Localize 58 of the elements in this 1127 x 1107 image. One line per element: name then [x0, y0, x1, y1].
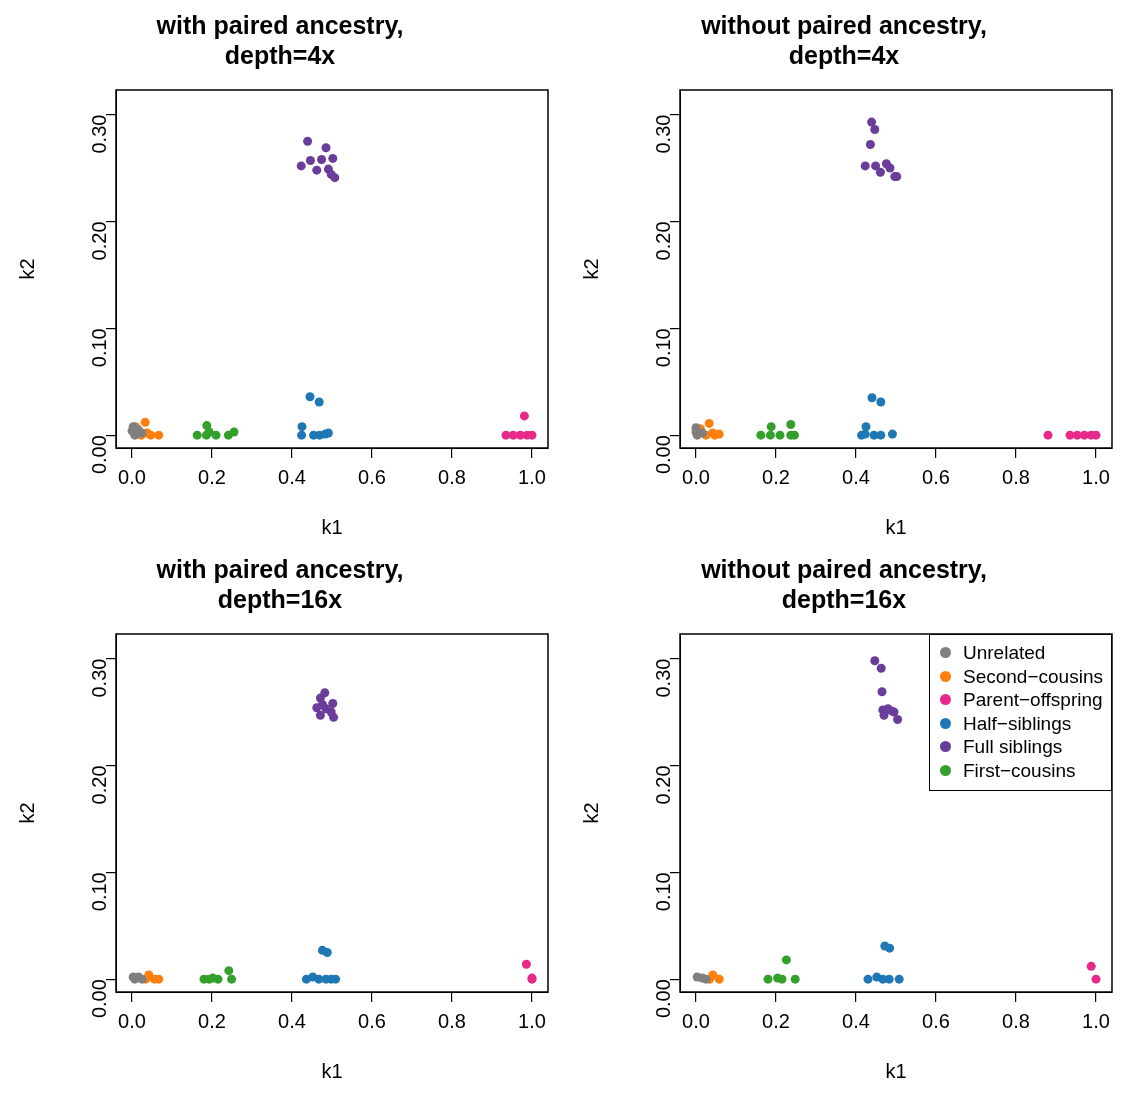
- y-tick-label: 0.30: [87, 114, 110, 154]
- legend-label: Unrelated: [963, 641, 1046, 665]
- legend-label: Second−cousins: [963, 664, 1103, 688]
- x-tick-label: 0.2: [762, 465, 790, 488]
- y-axis-title: k2: [579, 258, 602, 280]
- y-axis-title: k2: [15, 258, 38, 280]
- legend-label: First−cousins: [963, 758, 1076, 782]
- x-tick-label: 0.8: [438, 1009, 466, 1032]
- x-tick-label: 0.0: [682, 465, 710, 488]
- x-tick-label: 0.4: [278, 465, 306, 488]
- legend-label: Full siblings: [963, 735, 1063, 759]
- y-tick-label: 0.00: [87, 435, 110, 475]
- y-tick-label: 0.00: [87, 979, 110, 1019]
- y-tick-label: 0.10: [651, 872, 674, 912]
- x-axis-title: k1: [885, 1059, 907, 1082]
- chart-title: without paired ancestry, depth=16x: [700, 554, 987, 613]
- y-tick-label: 0.20: [87, 221, 110, 261]
- y-axis-title: k2: [579, 802, 602, 824]
- y-tick-label: 0.20: [87, 765, 110, 805]
- y-tick-label: 0.30: [651, 114, 674, 154]
- x-axis-title: k1: [321, 1059, 343, 1082]
- x-tick-label: 0.4: [278, 1009, 306, 1032]
- x-tick-label: 0.8: [438, 465, 466, 488]
- x-tick-label: 0.8: [1002, 1009, 1030, 1032]
- y-tick-label: 0.10: [651, 328, 674, 368]
- y-tick-label: 0.00: [651, 979, 674, 1019]
- chart-title: without paired ancestry, depth=4x: [700, 10, 987, 69]
- x-tick-label: 0.0: [118, 465, 146, 488]
- x-tick-label: 0.6: [358, 465, 386, 488]
- x-tick-label: 0.2: [198, 1009, 226, 1032]
- x-tick-label: 0.0: [118, 1009, 146, 1032]
- y-axis-title: k2: [15, 802, 38, 824]
- x-tick-label: 0.6: [358, 1009, 386, 1032]
- x-tick-label: 1.0: [1082, 1009, 1110, 1032]
- x-tick-label: 1.0: [518, 1009, 546, 1032]
- x-axis-title: k1: [885, 515, 907, 538]
- y-tick-label: 0.00: [651, 435, 674, 475]
- x-tick-label: 0.4: [842, 1009, 870, 1032]
- legend-label: Half−siblings: [963, 711, 1072, 735]
- x-tick-label: 0.0: [682, 1009, 710, 1032]
- x-axis-title: k1: [321, 515, 343, 538]
- chart-title: with paired ancestry, depth=4x: [155, 10, 404, 69]
- x-tick-label: 0.6: [922, 1009, 950, 1032]
- x-tick-label: 0.8: [1002, 465, 1030, 488]
- y-tick-label: 0.20: [651, 765, 674, 805]
- y-tick-label: 0.10: [87, 872, 110, 912]
- x-tick-label: 0.6: [922, 465, 950, 488]
- x-tick-label: 0.4: [842, 465, 870, 488]
- x-tick-label: 1.0: [1082, 465, 1110, 488]
- y-tick-label: 0.10: [87, 328, 110, 368]
- x-tick-label: 1.0: [518, 465, 546, 488]
- x-tick-label: 0.2: [198, 465, 226, 488]
- chart-title: with paired ancestry, depth=16x: [155, 554, 404, 613]
- y-tick-label: 0.30: [651, 658, 674, 698]
- legend-label: Parent−offspring: [963, 688, 1103, 712]
- y-tick-label: 0.30: [87, 658, 110, 698]
- x-tick-label: 0.2: [762, 1009, 790, 1032]
- y-tick-label: 0.20: [651, 221, 674, 261]
